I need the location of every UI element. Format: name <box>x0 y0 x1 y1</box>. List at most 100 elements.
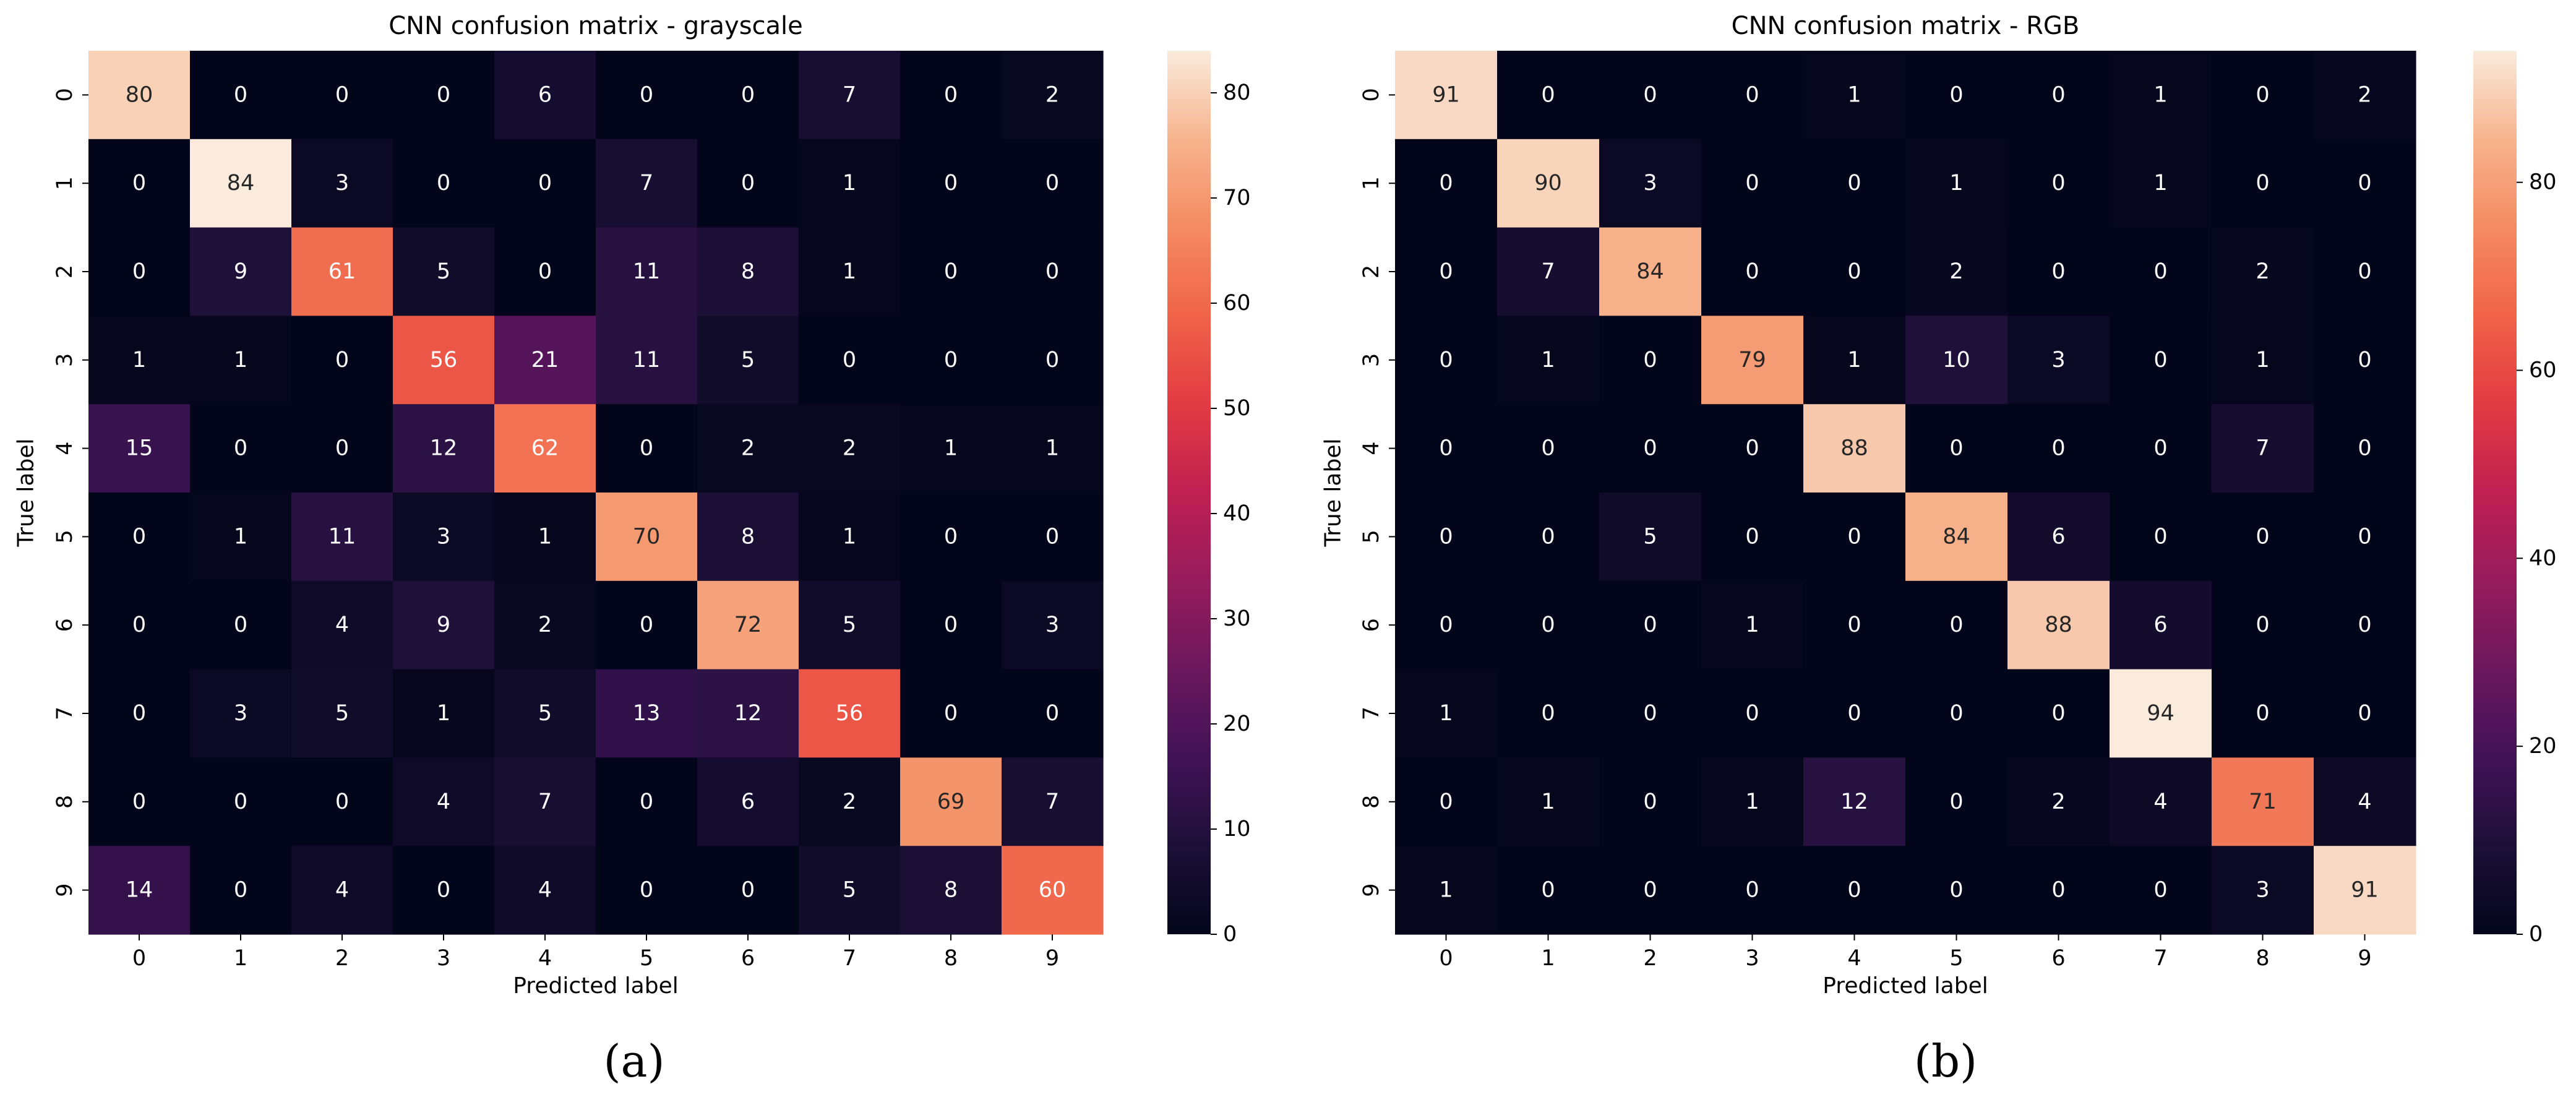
cell-value-r0-c6: 0 <box>741 82 755 107</box>
cell-r6-c2 <box>291 580 393 670</box>
cell-r0-c3 <box>393 51 495 140</box>
cell-value-r7-c6: 12 <box>734 701 762 726</box>
cell-value-r7-c4: 5 <box>538 701 552 726</box>
cell-r1-c3 <box>393 139 495 228</box>
cell-value-r1-c6: 0 <box>741 171 755 196</box>
cell-r2-c7 <box>2110 227 2212 316</box>
cell-value-r0-c9: 2 <box>2358 82 2371 107</box>
colorbar-tick-label-3: 60 <box>2529 358 2557 383</box>
cell-value-r6-c0: 0 <box>1439 613 1453 637</box>
cell-value-r2-c1: 9 <box>234 259 247 284</box>
cell-value-r8-c8: 69 <box>937 789 965 814</box>
cell-r2-c2 <box>291 227 393 316</box>
cell-value-r9-c6: 0 <box>2051 878 2065 903</box>
cell-r9-c2 <box>1599 846 1702 935</box>
cell-value-r0-c4: 1 <box>1847 82 1861 107</box>
colorbar-tick-label-0: 0 <box>1223 922 1237 947</box>
cell-r4-c9 <box>2314 404 2416 493</box>
cell-r9-c0 <box>1395 846 1498 935</box>
cell-r6-c8 <box>2212 580 2314 670</box>
cell-value-r5-c5: 70 <box>633 524 661 549</box>
cell-value-r5-c5: 84 <box>1943 524 1970 549</box>
cell-value-r3-c5: 10 <box>1943 348 1970 372</box>
cell-value-r3-c3: 79 <box>1738 348 1766 372</box>
cell-value-r9-c4: 4 <box>538 878 552 903</box>
cell-value-r7-c0: 0 <box>132 701 146 726</box>
cell-r5-c1 <box>190 493 292 582</box>
cell-value-r1-c2: 3 <box>1643 171 1657 196</box>
cell-value-r3-c4: 21 <box>531 348 559 372</box>
cell-value-r5-c7: 1 <box>843 524 856 549</box>
cell-value-r7-c6: 0 <box>2051 701 2065 726</box>
cell-r6-c6 <box>2007 580 2110 670</box>
cell-r7-c2 <box>1599 669 1702 758</box>
cell-r6-c7 <box>2110 580 2212 670</box>
cell-r8-c5 <box>596 757 698 846</box>
cell-r2-c3 <box>393 227 495 316</box>
cell-value-r1-c7: 1 <box>843 171 856 196</box>
cell-value-r7-c8: 0 <box>944 701 958 726</box>
cell-value-r2-c7: 1 <box>843 259 856 284</box>
cell-value-r9-c0: 1 <box>1439 878 1453 903</box>
cell-r3-c1 <box>190 316 292 405</box>
cell-value-r1-c5: 1 <box>1949 171 1963 196</box>
cell-value-r8-c8: 71 <box>2249 789 2277 814</box>
cell-r1-c7 <box>799 139 901 228</box>
cell-value-r5-c3: 0 <box>1745 524 1759 549</box>
cell-r7-c5 <box>596 669 698 758</box>
x-tick-label-8: 8 <box>2256 946 2269 971</box>
cell-value-r8-c1: 1 <box>1541 789 1555 814</box>
cell-value-r9-c1: 0 <box>1541 878 1555 903</box>
cell-value-r9-c6: 0 <box>741 878 755 903</box>
cell-r4-c3 <box>393 404 495 493</box>
cell-value-r6-c9: 3 <box>1045 613 1059 637</box>
cell-r0-c5 <box>596 51 698 140</box>
cell-r7-c9 <box>1002 669 1104 758</box>
cell-value-r0-c3: 0 <box>437 82 450 107</box>
cell-r2-c4 <box>1803 227 1906 316</box>
cell-r4-c7 <box>2110 404 2212 493</box>
cell-value-r6-c1: 0 <box>1541 613 1555 637</box>
cell-value-r4-c5: 0 <box>640 436 653 461</box>
cell-r4-c8 <box>2212 404 2314 493</box>
cell-r2-c1 <box>1497 227 1600 316</box>
cell-r1-c2 <box>1599 139 1702 228</box>
cell-value-r2-c1: 7 <box>1541 259 1555 284</box>
cell-r6-c2 <box>1599 580 1702 670</box>
x-axis-label: Predicted label <box>513 973 679 999</box>
y-tick-label-6: 6 <box>1359 618 1384 632</box>
panel-label: (a) <box>603 1035 664 1087</box>
cell-r0-c3 <box>1701 51 1804 140</box>
cell-r3-c5 <box>596 316 698 405</box>
cell-value-r6-c3: 1 <box>1745 613 1759 637</box>
cell-r4-c8 <box>900 404 1002 493</box>
cell-r3-c7 <box>799 316 901 405</box>
cell-value-r3-c9: 0 <box>2358 348 2371 372</box>
cell-r5-c8 <box>900 493 1002 582</box>
cell-r9-c4 <box>1803 846 1906 935</box>
cell-value-r6-c6: 88 <box>2045 613 2072 637</box>
cell-r0-c1 <box>190 51 292 140</box>
cell-r4-c1 <box>1497 404 1600 493</box>
cell-r8-c6 <box>697 757 799 846</box>
cell-value-r8-c1: 0 <box>234 789 247 814</box>
cell-value-r5-c0: 0 <box>1439 524 1453 549</box>
cell-value-r8-c4: 7 <box>538 789 552 814</box>
cell-r8-c9 <box>2314 757 2416 846</box>
cell-r9-c9 <box>1002 846 1104 935</box>
y-tick-label-3: 3 <box>1359 353 1384 367</box>
cell-value-r3-c3: 56 <box>430 348 458 372</box>
cell-r3-c3 <box>1701 316 1804 405</box>
cell-value-r1-c4: 0 <box>1847 171 1861 196</box>
cell-r8-c0 <box>88 757 191 846</box>
cell-r8-c2 <box>1599 757 1702 846</box>
cell-value-r7-c3: 1 <box>437 701 450 726</box>
cell-value-r9-c7: 5 <box>843 878 856 903</box>
cell-r9-c5 <box>596 846 698 935</box>
cell-value-r1-c4: 0 <box>538 171 552 196</box>
cell-value-r1-c0: 0 <box>132 171 146 196</box>
y-tick-label-8: 8 <box>53 795 77 809</box>
cell-r5-c9 <box>1002 493 1104 582</box>
y-tick-label-0: 0 <box>53 88 77 101</box>
y-tick-label-7: 7 <box>53 707 77 720</box>
